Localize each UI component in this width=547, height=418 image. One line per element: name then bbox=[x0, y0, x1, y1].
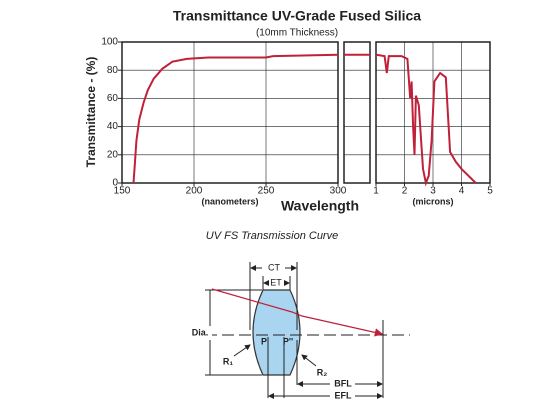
data-line bbox=[132, 53, 339, 184]
r1-arrow bbox=[233, 344, 251, 357]
p-label: P bbox=[261, 336, 267, 346]
x-unit-label: (nanometers) bbox=[201, 196, 258, 206]
y-tick-label: 80 bbox=[107, 65, 119, 76]
caption: UV FS Transmission Curve bbox=[206, 230, 338, 242]
p2-label: P'' bbox=[283, 336, 293, 346]
x-axis-label: Wavelength bbox=[281, 198, 359, 214]
x-tick-label: 300 bbox=[330, 186, 347, 197]
efl-label: EFL bbox=[335, 390, 353, 400]
ct-label: CT bbox=[268, 262, 280, 272]
bfl-label: BFL bbox=[334, 378, 352, 388]
x-tick-label: 250 bbox=[258, 186, 275, 197]
x-tick-label: 1 bbox=[373, 186, 379, 197]
data-line bbox=[375, 53, 477, 187]
ray bbox=[211, 288, 384, 337]
x-tick-label: 150 bbox=[114, 186, 131, 197]
y-tick-label: 100 bbox=[101, 37, 118, 48]
label-bg bbox=[190, 326, 212, 340]
x-tick-label: 2 bbox=[402, 186, 408, 197]
y-axis-label: Transmittance - (%) bbox=[84, 57, 98, 168]
y-tick-label: 40 bbox=[107, 121, 119, 132]
y-tick-label: 0 bbox=[112, 178, 118, 189]
chart-subtitle: (10mm Thickness) bbox=[256, 28, 338, 39]
y-tick-label: 60 bbox=[107, 93, 119, 104]
x-unit-label: (microns) bbox=[412, 196, 453, 206]
r2-label: R₂ bbox=[317, 367, 328, 377]
r2-arrow bbox=[301, 354, 317, 367]
r1-label: R₁ bbox=[223, 356, 233, 366]
chart-title: Transmittance UV-Grade Fused Silica bbox=[173, 8, 421, 24]
dia-label: Dia. bbox=[192, 327, 209, 337]
panel-frame bbox=[375, 41, 491, 184]
et-label: ET bbox=[270, 277, 282, 287]
x-tick-label: 200 bbox=[186, 186, 203, 197]
panel-frame bbox=[343, 41, 371, 184]
lens-diagram: CT ET Dia. P P'' R₁ R₂ BFL EFL bbox=[190, 262, 410, 400]
panel-frame bbox=[121, 41, 339, 184]
x-tick-label: 5 bbox=[487, 186, 493, 197]
x-tick-label: 4 bbox=[459, 186, 465, 197]
x-tick-label: 3 bbox=[430, 186, 436, 197]
y-tick-label: 20 bbox=[107, 149, 119, 160]
